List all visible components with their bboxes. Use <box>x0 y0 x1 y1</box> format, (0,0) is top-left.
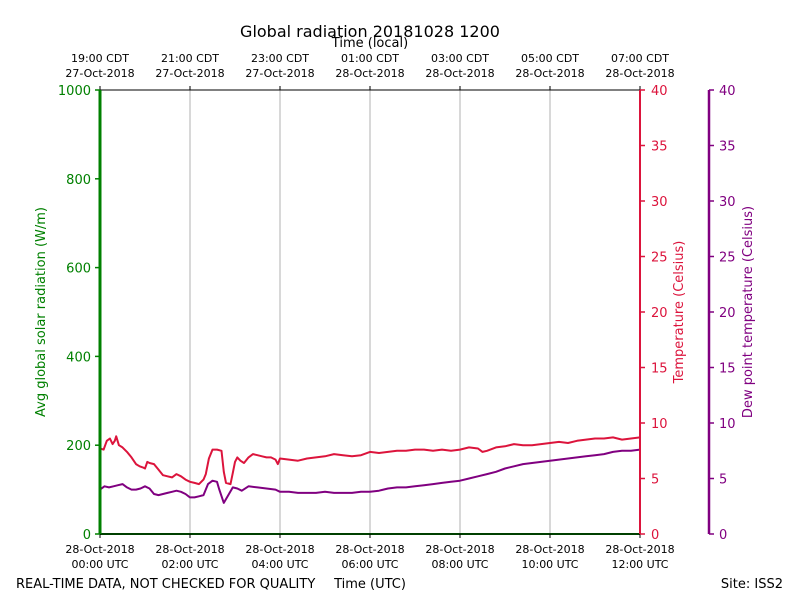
dew-point-temperature-series <box>99 448 641 504</box>
bottom-tick-date: 28-Oct-2018 <box>515 543 584 556</box>
top-tick-date: 27-Oct-2018 <box>245 67 314 80</box>
bottom-tick-time: 10:00 UTC <box>521 558 578 571</box>
temperature-tick-label: 20 <box>651 306 668 321</box>
temperature-axis-label: Temperature (Celsius) <box>672 241 687 385</box>
chart-title: Global radiation 20181028 1200 <box>240 22 500 41</box>
temperature-tick-label: 10 <box>651 417 668 432</box>
bottom-tick-date: 28-Oct-2018 <box>155 543 224 556</box>
dewpoint-axis-label: Dew point temperature (Celsius) <box>741 206 756 418</box>
bottom-tick-date: 28-Oct-2018 <box>425 543 494 556</box>
top-tick-date: 28-Oct-2018 <box>515 67 584 80</box>
bottom-tick-date: 28-Oct-2018 <box>335 543 404 556</box>
dewpoint-tick-label: 40 <box>719 84 736 99</box>
radiation-tick-label: 1000 <box>58 84 91 99</box>
bottom-tick-time: 02:00 UTC <box>161 558 218 571</box>
quality-disclaimer: REAL-TIME DATA, NOT CHECKED FOR QUALITY <box>16 577 315 592</box>
top-tick-date: 27-Oct-2018 <box>155 67 224 80</box>
site-label: Site: ISS2 <box>721 577 783 592</box>
temperature-tick-label: 40 <box>651 84 668 99</box>
bottom-tick-time: 12:00 UTC <box>611 558 668 571</box>
bottom-tick-time: 08:00 UTC <box>431 558 488 571</box>
temperature-tick-label: 30 <box>651 195 668 210</box>
bottom-tick-time: 00:00 UTC <box>71 558 128 571</box>
dewpoint-tick-label: 25 <box>719 251 736 266</box>
top-tick-date: 27-Oct-2018 <box>65 67 134 80</box>
radiation-axis: 0 200 400 600 800 1000 <box>58 84 102 543</box>
top-tick-time: 05:00 CDT <box>521 52 579 65</box>
top-tick-time: 23:00 CDT <box>251 52 309 65</box>
top-tick-date: 28-Oct-2018 <box>605 67 674 80</box>
dewpoint-tick-label: 20 <box>719 306 736 321</box>
dewpoint-tick-label: 30 <box>719 195 736 210</box>
temperature-tick-label: 5 <box>651 473 659 488</box>
top-axis: 19:00 CDT 27-Oct-2018 21:00 CDT 27-Oct-2018… <box>65 52 675 90</box>
dewpoint-tick-label: 0 <box>719 528 727 543</box>
top-tick-time: 21:00 CDT <box>161 52 219 65</box>
bottom-tick-time: 04:00 UTC <box>251 558 308 571</box>
top-tick-date: 28-Oct-2018 <box>425 67 494 80</box>
top-tick-time: 01:00 CDT <box>341 52 399 65</box>
temperature-tick-label: 25 <box>651 251 668 266</box>
top-tick-time: 07:00 CDT <box>611 52 669 65</box>
bottom-tick-date: 28-Oct-2018 <box>65 543 134 556</box>
radiation-tick-label: 200 <box>66 439 91 454</box>
dewpoint-tick-label: 5 <box>719 473 727 488</box>
temperature-tick-label: 0 <box>651 528 659 543</box>
radiation-tick-label: 800 <box>66 173 91 188</box>
dewpoint-axis: 0 5 10 15 20 25 30 35 40 <box>707 84 736 543</box>
dewpoint-tick-label: 15 <box>719 362 736 377</box>
top-tick-time: 19:00 CDT <box>71 52 129 65</box>
top-tick-date: 28-Oct-2018 <box>335 67 404 80</box>
dewpoint-tick-label: 35 <box>719 140 736 155</box>
top-tick-time: 03:00 CDT <box>431 52 489 65</box>
dewpoint-tick-label: 10 <box>719 417 736 432</box>
radiation-tick-label: 600 <box>66 262 91 277</box>
radiation-tick-label: 400 <box>66 350 91 365</box>
temperature-tick-label: 35 <box>651 140 668 155</box>
bottom-tick-date: 28-Oct-2018 <box>245 543 314 556</box>
temperature-tick-label: 15 <box>651 362 668 377</box>
temperature-series <box>99 435 641 486</box>
x-axis-title: Time (UTC) <box>333 577 406 592</box>
radiation-tick-label: 0 <box>83 528 91 543</box>
bottom-axis: 28-Oct-2018 00:00 UTC 28-Oct-2018 02:00 UTC… <box>65 534 675 571</box>
radiation-axis-label: Avg global solar radiation (W/m) <box>34 207 49 417</box>
bottom-tick-date: 28-Oct-2018 <box>605 543 674 556</box>
bottom-tick-time: 06:00 UTC <box>341 558 398 571</box>
temperature-axis: 0 5 10 15 20 25 30 35 40 <box>639 84 668 543</box>
top-axis-title: Time (local) <box>331 36 408 51</box>
